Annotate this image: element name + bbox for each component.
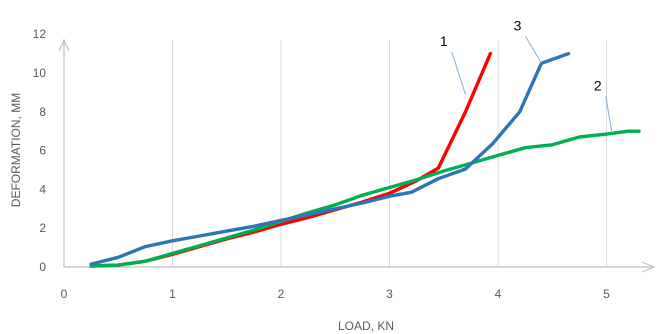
x-tick-label: 0 bbox=[61, 287, 68, 301]
y-tick-label: 12 bbox=[33, 27, 47, 41]
y-tick-label: 8 bbox=[39, 105, 46, 119]
x-tick-label: 2 bbox=[278, 287, 285, 301]
series-line-2 bbox=[89, 129, 641, 268]
series-label-3: 3 bbox=[514, 17, 522, 33]
x-tick-label: 4 bbox=[495, 287, 502, 301]
series-labels: 1 3 2 bbox=[440, 17, 613, 134]
y-tick-label: 0 bbox=[39, 260, 46, 274]
y-axis-arrow bbox=[58, 38, 70, 52]
series-lines bbox=[89, 51, 641, 268]
x-axis-title: LOAD, KN bbox=[338, 319, 394, 333]
series-line-3 bbox=[89, 51, 571, 266]
x-axis-arrow bbox=[641, 261, 656, 273]
y-tick-labels: 0 2 4 6 8 10 12 bbox=[33, 27, 47, 274]
label-leader-line bbox=[605, 96, 613, 134]
y-axis-title: DEFORMATION, MM bbox=[9, 93, 23, 207]
axes bbox=[58, 38, 656, 273]
series-label-1: 1 bbox=[440, 33, 448, 49]
x-tick-label: 3 bbox=[386, 287, 393, 301]
y-tick-label: 2 bbox=[39, 221, 46, 235]
grid-lines bbox=[172, 40, 607, 267]
x-tick-label: 1 bbox=[169, 287, 176, 301]
y-tick-label: 10 bbox=[33, 66, 47, 80]
y-tick-label: 6 bbox=[39, 144, 46, 158]
label-leader-line bbox=[525, 36, 542, 64]
label-leader-line bbox=[451, 51, 466, 95]
series-line-1 bbox=[89, 51, 493, 268]
x-tick-label: 5 bbox=[603, 287, 610, 301]
y-tick-label: 4 bbox=[39, 182, 46, 196]
x-tick-labels: 0 1 2 3 4 5 bbox=[61, 287, 611, 301]
series-label-2: 2 bbox=[594, 77, 602, 93]
